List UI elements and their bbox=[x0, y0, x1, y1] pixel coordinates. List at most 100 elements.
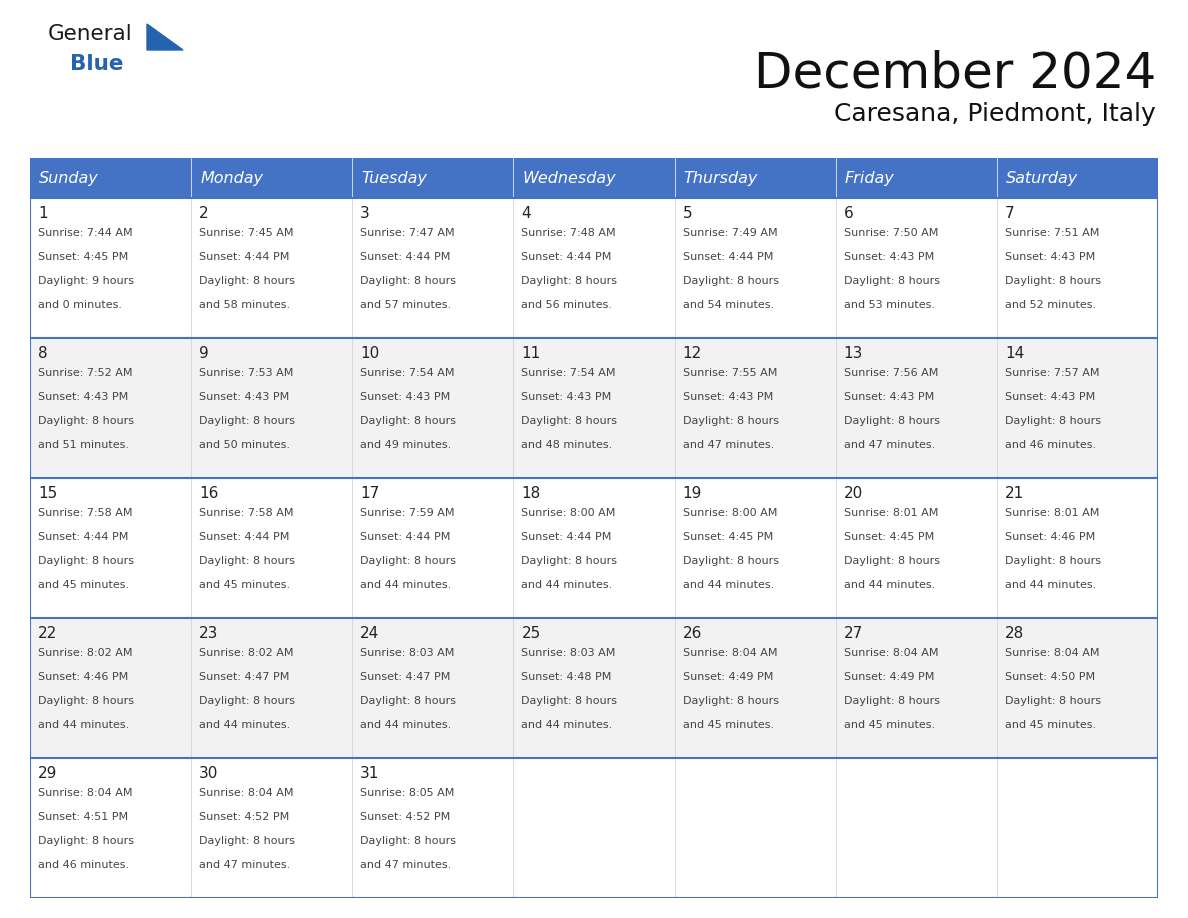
Text: Sunset: 4:43 PM: Sunset: 4:43 PM bbox=[843, 252, 934, 262]
Text: and 45 minutes.: and 45 minutes. bbox=[200, 580, 290, 590]
Text: Sunrise: 8:03 AM: Sunrise: 8:03 AM bbox=[360, 648, 455, 658]
Text: and 44 minutes.: and 44 minutes. bbox=[843, 580, 935, 590]
Text: Sunset: 4:43 PM: Sunset: 4:43 PM bbox=[1005, 252, 1095, 262]
Text: and 48 minutes.: and 48 minutes. bbox=[522, 440, 613, 450]
Text: and 51 minutes.: and 51 minutes. bbox=[38, 440, 129, 450]
Text: and 44 minutes.: and 44 minutes. bbox=[522, 580, 613, 590]
Text: and 47 minutes.: and 47 minutes. bbox=[683, 440, 773, 450]
Text: Sunset: 4:46 PM: Sunset: 4:46 PM bbox=[1005, 532, 1095, 542]
Text: Sunset: 4:44 PM: Sunset: 4:44 PM bbox=[360, 252, 450, 262]
Text: Sunset: 4:47 PM: Sunset: 4:47 PM bbox=[200, 672, 290, 682]
Text: Sunset: 4:43 PM: Sunset: 4:43 PM bbox=[683, 392, 773, 402]
Text: 25: 25 bbox=[522, 626, 541, 641]
Text: Thursday: Thursday bbox=[683, 171, 758, 185]
Text: Sunset: 4:43 PM: Sunset: 4:43 PM bbox=[522, 392, 612, 402]
Text: 1: 1 bbox=[38, 206, 48, 221]
Text: Daylight: 8 hours: Daylight: 8 hours bbox=[1005, 276, 1101, 286]
Text: Sunrise: 8:04 AM: Sunrise: 8:04 AM bbox=[1005, 648, 1099, 658]
Text: and 44 minutes.: and 44 minutes. bbox=[522, 720, 613, 730]
Text: Sunset: 4:44 PM: Sunset: 4:44 PM bbox=[360, 532, 450, 542]
Bar bbox=[30, 478, 1158, 618]
Text: Sunrise: 7:53 AM: Sunrise: 7:53 AM bbox=[200, 368, 293, 378]
Text: 16: 16 bbox=[200, 486, 219, 501]
Text: Sunday: Sunday bbox=[39, 171, 99, 185]
Text: Sunset: 4:44 PM: Sunset: 4:44 PM bbox=[200, 532, 290, 542]
Text: Sunset: 4:51 PM: Sunset: 4:51 PM bbox=[38, 812, 128, 822]
Text: Sunset: 4:45 PM: Sunset: 4:45 PM bbox=[38, 252, 128, 262]
Text: 15: 15 bbox=[38, 486, 57, 501]
Text: Sunset: 4:49 PM: Sunset: 4:49 PM bbox=[683, 672, 773, 682]
Text: Daylight: 8 hours: Daylight: 8 hours bbox=[683, 276, 778, 286]
Text: Daylight: 8 hours: Daylight: 8 hours bbox=[360, 416, 456, 426]
Text: 19: 19 bbox=[683, 486, 702, 501]
Text: Daylight: 8 hours: Daylight: 8 hours bbox=[843, 696, 940, 706]
Text: Sunrise: 7:45 AM: Sunrise: 7:45 AM bbox=[200, 228, 293, 238]
Bar bbox=[30, 618, 1158, 758]
Text: Sunrise: 8:04 AM: Sunrise: 8:04 AM bbox=[843, 648, 939, 658]
Text: Sunset: 4:45 PM: Sunset: 4:45 PM bbox=[683, 532, 773, 542]
Text: and 44 minutes.: and 44 minutes. bbox=[360, 580, 451, 590]
Text: Sunrise: 8:00 AM: Sunrise: 8:00 AM bbox=[522, 508, 615, 518]
Text: 28: 28 bbox=[1005, 626, 1024, 641]
Text: 13: 13 bbox=[843, 346, 864, 361]
Text: Sunset: 4:46 PM: Sunset: 4:46 PM bbox=[38, 672, 128, 682]
Text: Sunset: 4:49 PM: Sunset: 4:49 PM bbox=[843, 672, 934, 682]
Text: and 45 minutes.: and 45 minutes. bbox=[38, 580, 129, 590]
Text: Sunset: 4:44 PM: Sunset: 4:44 PM bbox=[522, 252, 612, 262]
Text: and 47 minutes.: and 47 minutes. bbox=[360, 860, 451, 870]
Text: Daylight: 8 hours: Daylight: 8 hours bbox=[38, 556, 134, 566]
Text: Daylight: 8 hours: Daylight: 8 hours bbox=[38, 836, 134, 846]
Text: Sunrise: 7:58 AM: Sunrise: 7:58 AM bbox=[38, 508, 133, 518]
Bar bbox=[30, 338, 1158, 478]
Text: Sunrise: 7:54 AM: Sunrise: 7:54 AM bbox=[360, 368, 455, 378]
Text: 24: 24 bbox=[360, 626, 379, 641]
Text: Tuesday: Tuesday bbox=[361, 171, 428, 185]
Text: Sunset: 4:43 PM: Sunset: 4:43 PM bbox=[360, 392, 450, 402]
Text: Daylight: 8 hours: Daylight: 8 hours bbox=[1005, 556, 1101, 566]
Text: 3: 3 bbox=[360, 206, 369, 221]
Text: Sunset: 4:48 PM: Sunset: 4:48 PM bbox=[522, 672, 612, 682]
Text: Sunrise: 7:49 AM: Sunrise: 7:49 AM bbox=[683, 228, 777, 238]
Text: Sunrise: 7:48 AM: Sunrise: 7:48 AM bbox=[522, 228, 617, 238]
Text: 31: 31 bbox=[360, 766, 380, 781]
Text: Daylight: 8 hours: Daylight: 8 hours bbox=[200, 696, 295, 706]
Text: and 45 minutes.: and 45 minutes. bbox=[683, 720, 773, 730]
Text: Daylight: 8 hours: Daylight: 8 hours bbox=[360, 836, 456, 846]
Text: Sunrise: 8:04 AM: Sunrise: 8:04 AM bbox=[683, 648, 777, 658]
Text: Sunset: 4:43 PM: Sunset: 4:43 PM bbox=[200, 392, 290, 402]
Text: Daylight: 8 hours: Daylight: 8 hours bbox=[843, 416, 940, 426]
Text: Sunrise: 7:55 AM: Sunrise: 7:55 AM bbox=[683, 368, 777, 378]
Text: Sunset: 4:44 PM: Sunset: 4:44 PM bbox=[683, 252, 773, 262]
Text: 11: 11 bbox=[522, 346, 541, 361]
Text: Monday: Monday bbox=[200, 171, 264, 185]
Bar bbox=[30, 758, 1158, 898]
Text: Daylight: 8 hours: Daylight: 8 hours bbox=[522, 696, 618, 706]
Text: and 47 minutes.: and 47 minutes. bbox=[843, 440, 935, 450]
Bar bbox=[30, 158, 1158, 198]
Text: 29: 29 bbox=[38, 766, 57, 781]
Text: and 44 minutes.: and 44 minutes. bbox=[360, 720, 451, 730]
Text: and 54 minutes.: and 54 minutes. bbox=[683, 300, 773, 310]
Text: and 57 minutes.: and 57 minutes. bbox=[360, 300, 451, 310]
Text: Sunrise: 7:54 AM: Sunrise: 7:54 AM bbox=[522, 368, 615, 378]
Text: Daylight: 8 hours: Daylight: 8 hours bbox=[683, 556, 778, 566]
Text: Sunrise: 7:56 AM: Sunrise: 7:56 AM bbox=[843, 368, 939, 378]
Text: Daylight: 8 hours: Daylight: 8 hours bbox=[522, 276, 618, 286]
Text: Sunrise: 8:02 AM: Sunrise: 8:02 AM bbox=[38, 648, 133, 658]
Text: Sunset: 4:50 PM: Sunset: 4:50 PM bbox=[1005, 672, 1095, 682]
Text: Sunrise: 7:52 AM: Sunrise: 7:52 AM bbox=[38, 368, 133, 378]
Text: and 45 minutes.: and 45 minutes. bbox=[1005, 720, 1097, 730]
Text: Daylight: 8 hours: Daylight: 8 hours bbox=[360, 276, 456, 286]
Text: Daylight: 8 hours: Daylight: 8 hours bbox=[200, 276, 295, 286]
Text: and 46 minutes.: and 46 minutes. bbox=[1005, 440, 1097, 450]
Text: 30: 30 bbox=[200, 766, 219, 781]
Text: 23: 23 bbox=[200, 626, 219, 641]
Text: Sunrise: 8:03 AM: Sunrise: 8:03 AM bbox=[522, 648, 615, 658]
Text: Daylight: 8 hours: Daylight: 8 hours bbox=[843, 556, 940, 566]
Text: 20: 20 bbox=[843, 486, 862, 501]
Text: Sunrise: 8:02 AM: Sunrise: 8:02 AM bbox=[200, 648, 293, 658]
Text: and 46 minutes.: and 46 minutes. bbox=[38, 860, 129, 870]
Text: December 2024: December 2024 bbox=[753, 50, 1156, 98]
Text: Daylight: 8 hours: Daylight: 8 hours bbox=[843, 276, 940, 286]
Text: Daylight: 8 hours: Daylight: 8 hours bbox=[1005, 416, 1101, 426]
